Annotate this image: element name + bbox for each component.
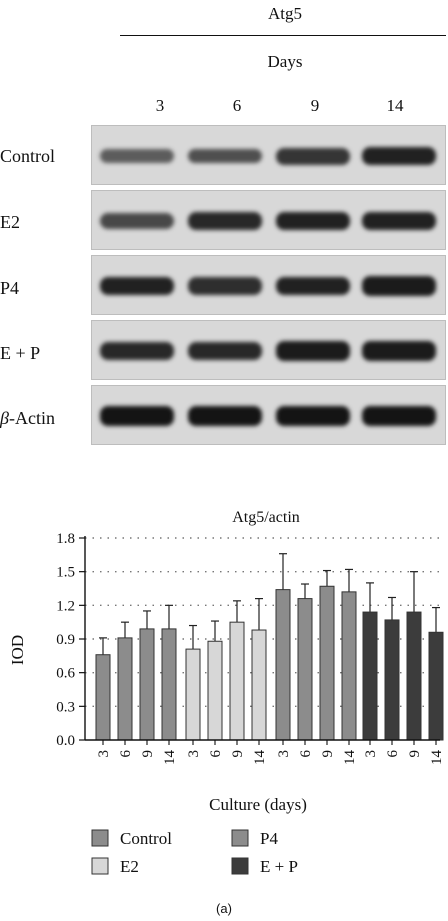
blot-band [362, 146, 436, 166]
bar [275, 589, 291, 741]
blot-band [362, 341, 436, 361]
legend-swatch [91, 857, 109, 875]
x-axis-label: Culture (days) [209, 795, 307, 814]
blot-row-label: Control [0, 146, 56, 166]
blot-band [362, 276, 436, 296]
x-tick-label: 9 [140, 750, 156, 758]
x-tick-labels: 3 6 9 14 3 6 9 14 3 6 9 14 3 6 9 14 [96, 740, 445, 765]
x-tick-label: 14 [429, 750, 445, 766]
bar [229, 621, 245, 741]
bar [207, 640, 223, 741]
blot-band [188, 211, 262, 231]
blot-row-label: E + P [0, 343, 41, 363]
y-tick-label: 0.0 [56, 733, 75, 749]
chart-title: Atg5/actin [232, 509, 300, 526]
bar [139, 628, 155, 741]
bar [161, 628, 177, 741]
x-tick-label: 6 [118, 750, 134, 758]
blot-panel-control [91, 125, 446, 185]
blot-band [100, 341, 174, 361]
legend-label: E + P [260, 857, 298, 876]
blot-panel-ep [91, 320, 446, 380]
x-tick-label: 6 [385, 750, 401, 758]
blot-panel-e2 [91, 190, 446, 250]
y-tick-label: 1.5 [56, 565, 75, 581]
y-tick-label: 0.3 [56, 699, 75, 715]
bar [428, 631, 444, 741]
x-tick-label: 6 [298, 750, 314, 758]
blot-band [362, 406, 436, 426]
legend-label: P4 [260, 829, 278, 848]
x-tick-label: 9 [230, 750, 246, 758]
bar [362, 611, 378, 741]
x-tick-label: 3 [276, 750, 292, 758]
bar [117, 637, 133, 741]
blot-band [276, 147, 350, 165]
blot-days-label: Days [267, 52, 303, 71]
blot-band [188, 341, 262, 361]
blot-band [100, 149, 174, 163]
blot-title: Atg5 [268, 4, 302, 23]
blot-row-label: E2 [0, 212, 20, 232]
y-tick-label: 1.8 [56, 531, 75, 547]
chart-legend: Control P4 E2 E + P [91, 829, 298, 876]
blot-band [362, 211, 436, 231]
chart-bars [95, 553, 444, 741]
blot-row-label-actin: β-Actin [0, 408, 55, 428]
y-tick-label: 0.9 [56, 632, 75, 648]
bar [384, 619, 400, 741]
blot-day-label: 3 [155, 96, 165, 115]
x-tick-label: 14 [342, 750, 358, 766]
blot-band [100, 406, 174, 426]
y-axis-label: IOD [8, 635, 27, 665]
x-tick-label: 3 [186, 750, 202, 758]
blot-panel-actin [91, 385, 446, 445]
bar [297, 598, 313, 741]
figure-caption: (a) [216, 901, 232, 916]
y-axis: 0.0 0.3 0.6 0.9 1.2 1.5 1.8 [56, 531, 440, 749]
y-tick-label: 1.2 [56, 598, 75, 614]
blot-band [100, 276, 174, 296]
blot-band [188, 148, 262, 164]
blot-band [188, 406, 262, 426]
blot-day-label: 6 [232, 96, 242, 115]
legend-label: Control [120, 829, 172, 848]
blot-band [276, 211, 350, 231]
x-tick-label: 3 [363, 750, 379, 758]
blot-band [276, 406, 350, 426]
x-tick-label: 14 [162, 750, 178, 766]
blot-band [276, 276, 350, 296]
blot-panel-p4 [91, 255, 446, 315]
blot-band [100, 213, 174, 229]
legend-swatch [231, 829, 249, 847]
blot-day-label: 14 [386, 96, 404, 115]
blot-band [188, 277, 262, 295]
bar-chart: Atg5/actin 0.00.30.60.91.21.51.8 3 6 9 14 3 6… [8, 509, 445, 814]
x-tick-label: 3 [96, 750, 112, 758]
blot-title-rule [120, 35, 446, 36]
legend-swatch [231, 857, 249, 875]
bar [406, 611, 422, 741]
bar [251, 629, 267, 741]
x-tick-label: 9 [407, 750, 423, 758]
y-tick-label: 0.6 [56, 666, 75, 682]
bar [95, 654, 111, 741]
legend-swatch [91, 829, 109, 847]
x-tick-label: 6 [208, 750, 224, 758]
blot-day-label: 9 [310, 96, 320, 115]
x-tick-label: 14 [252, 750, 268, 766]
x-tick-label: 9 [320, 750, 336, 758]
bar [185, 648, 201, 741]
bar [319, 585, 335, 741]
blot-band [276, 341, 350, 361]
legend-label: E2 [120, 857, 139, 876]
bar [341, 591, 357, 741]
blot-row-label: P4 [0, 278, 20, 298]
